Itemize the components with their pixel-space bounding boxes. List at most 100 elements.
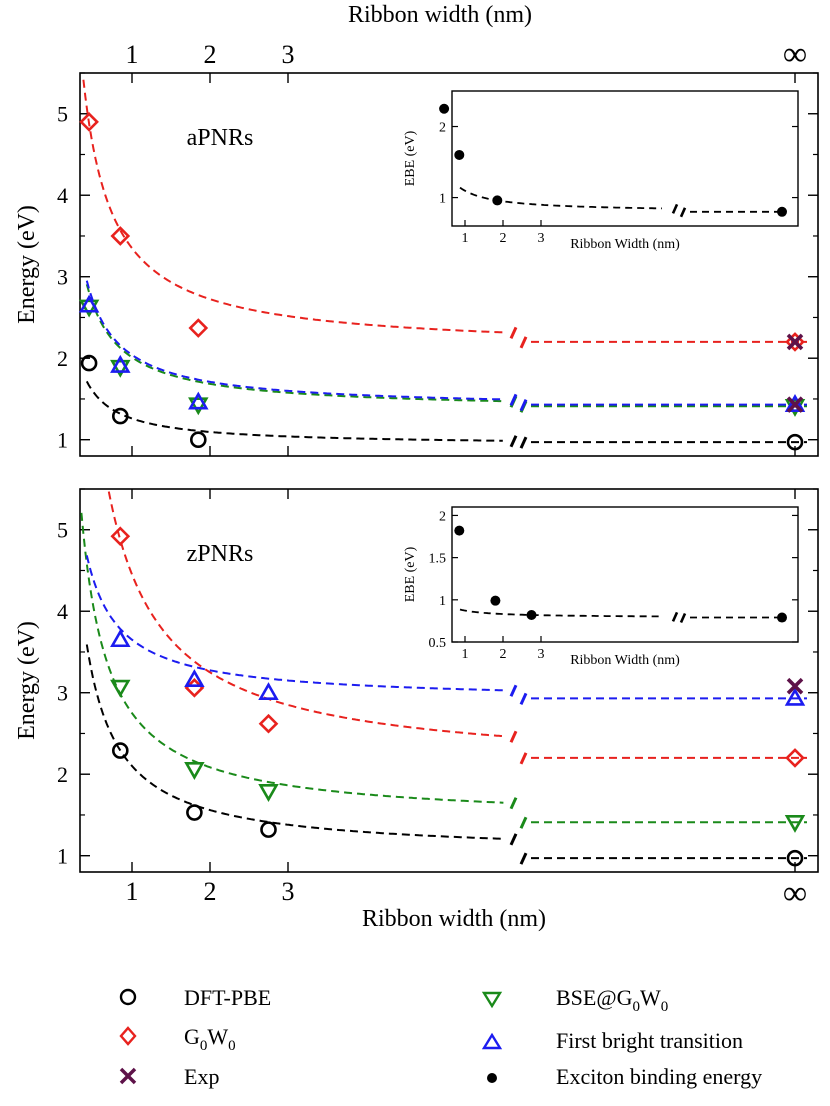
apnrs-point-inf-first-bright-transition bbox=[784, 394, 806, 412]
apnrs-point-bse-g0w0 bbox=[188, 397, 209, 416]
zpnrs-point-bse-g0w0 bbox=[110, 679, 131, 698]
apnrs-inset-xtick-label: 1 bbox=[462, 231, 469, 246]
apnrs-break-left-dft-pbe bbox=[509, 435, 518, 448]
apnrs-ylabel: Energy (eV) bbox=[14, 205, 40, 324]
zpnrs-break-right-g0w0 bbox=[519, 752, 528, 765]
bottom-xtick-label: 3 bbox=[282, 877, 295, 906]
legend-label-exp: Exp bbox=[184, 1064, 219, 1089]
apnrs-fit-first-bright-transition bbox=[85, 280, 503, 401]
apnrs-ytick-label: 1 bbox=[57, 428, 68, 453]
apnrs-inset-xtick-label: 3 bbox=[538, 231, 545, 246]
apnrs-point-bse-g0w0 bbox=[78, 299, 100, 318]
apnrs-inset-break bbox=[671, 203, 687, 218]
panel-zpnrs: 1 2 3 4 5 1 2 3 ∞ Energy (eV) zPNRs 0.5 1 1.5 2 1 2 3 EBE … bbox=[14, 488, 819, 912]
zpnrs-point-g0w0 bbox=[258, 713, 279, 734]
zpnrs-inset-xtick-label: 3 bbox=[538, 647, 545, 662]
apnrs-fit-dft-pbe bbox=[85, 380, 503, 442]
zpnrs-point-first-bright-transition bbox=[184, 669, 205, 687]
apnrs-ytick-label: 5 bbox=[57, 102, 68, 127]
zpnrs-point-first-bright-transition bbox=[258, 682, 279, 701]
zpnrs-point-inf-bse-g0w0 bbox=[784, 814, 806, 833]
zpnrs-break-right-dft-pbe bbox=[519, 852, 528, 865]
zpnrs-inset-ytick-label: 1 bbox=[439, 594, 446, 609]
zpnrs-inset-ytick-label: 0.5 bbox=[429, 636, 447, 651]
zpnrs-label: zPNRs bbox=[187, 541, 254, 567]
apnrs-ytick-label: 2 bbox=[57, 346, 68, 371]
zpnrs-point-dft-pbe bbox=[112, 742, 129, 759]
zpnrs-plot-frame bbox=[79, 488, 819, 873]
zpnrs-point-bse-g0w0 bbox=[184, 762, 205, 780]
top-xtick-label-infinity: ∞ bbox=[783, 36, 807, 73]
zpnrs-break-left-g0w0 bbox=[509, 730, 518, 743]
apnrs-point-bse-g0w0 bbox=[110, 359, 131, 378]
apnrs-break-right-dft-pbe bbox=[519, 436, 528, 449]
bottom-xtick-label: 2 bbox=[204, 877, 217, 906]
apnrs-break-right-g0w0 bbox=[519, 336, 528, 349]
apnrs-label: aPNRs bbox=[187, 125, 254, 151]
legend-marker-dft bbox=[119, 988, 137, 1006]
apnrs-point-dft-pbe bbox=[190, 431, 207, 449]
apnrs-inset-xtick-label: 2 bbox=[500, 231, 507, 246]
zpnrs-ytick-label: 5 bbox=[57, 518, 68, 543]
zpnrs-point-dft-pbe bbox=[260, 821, 277, 838]
apnrs-point-inf-exp bbox=[786, 396, 804, 413]
apnrs-ytick-label: 3 bbox=[57, 265, 68, 290]
legend-label-ebe: Exciton binding energy bbox=[556, 1064, 762, 1089]
apnrs-point-first-bright-transition bbox=[188, 391, 209, 410]
legend-marker-g0w0 bbox=[119, 1026, 137, 1046]
apnrs-point-dft-pbe bbox=[80, 354, 98, 372]
legend-marker-exp bbox=[119, 1067, 137, 1085]
panel-apnrs: 1 2 3 4 5 1 2 3 ∞ Energy (eV) aPNRs 1 2 1 2 3 EBE (eV) Ri… bbox=[14, 36, 819, 457]
zpnrs-inset-xtick-label: 1 bbox=[462, 647, 469, 662]
apnrs-point-g0w0 bbox=[79, 112, 99, 132]
bottom-xtick-label: 1 bbox=[126, 877, 139, 906]
zpnrs-fit-dft-pbe bbox=[85, 644, 503, 840]
zpnrs-inset-ylabel: EBE (eV) bbox=[403, 546, 418, 602]
zpnrs-inset-xlabel: Ribbon Width (nm) bbox=[570, 653, 680, 668]
top-xtick-label: 1 bbox=[126, 40, 139, 69]
top-xtick-label: 2 bbox=[204, 40, 217, 69]
apnrs-inset-point bbox=[492, 195, 503, 206]
apnrs-ytick-label: 4 bbox=[57, 183, 68, 208]
zpnrs-inset-point-inf bbox=[777, 612, 787, 623]
zpnrs-ytick-label: 3 bbox=[57, 681, 68, 706]
apnrs-break-left-first-bright-transition bbox=[509, 393, 518, 407]
zpnrs-fit-g0w0 bbox=[107, 491, 503, 738]
zpnrs-point-inf-exp bbox=[786, 677, 804, 695]
zpnrs-break-left-first-bright-transition bbox=[509, 684, 518, 697]
apnrs-inset-ytick-label: 2 bbox=[439, 121, 446, 136]
legend-label-bright: First bright transition bbox=[556, 1028, 743, 1053]
zpnrs-ytick-label: 2 bbox=[57, 762, 68, 787]
zpnrs-point-first-bright-transition bbox=[110, 629, 131, 648]
zpnrs-inset-ytick-label: 2 bbox=[439, 509, 446, 524]
zpnrs-break-right-bse-g0w0 bbox=[519, 816, 528, 829]
legend-label-dft: DFT-PBE bbox=[184, 985, 271, 1010]
legend-label-bse: BSE@G0W0 bbox=[556, 985, 668, 1015]
zpnrs-ylabel: Energy (eV) bbox=[14, 621, 40, 740]
legend: DFT-PBE G0W0 Exp BSE@G0W0 First bright t… bbox=[119, 985, 762, 1089]
zpnrs-inset-point bbox=[454, 525, 465, 536]
apnrs-break-right-first-bright-transition bbox=[519, 399, 528, 412]
zpnrs-inset-point bbox=[490, 595, 501, 606]
top-xtick-label: 3 bbox=[282, 40, 295, 69]
legend-label-g0w0: G0W0 bbox=[184, 1024, 236, 1054]
apnrs-inset-point-inf bbox=[777, 206, 787, 217]
zpnrs-inset-xtick-label: 2 bbox=[500, 647, 507, 662]
bottom-axis-title: Ribbon width (nm) bbox=[362, 906, 546, 932]
apnrs-plot-frame bbox=[79, 72, 819, 457]
legend-marker-bse bbox=[481, 991, 503, 1009]
zpnrs-point-inf-first-bright-transition bbox=[784, 687, 806, 706]
apnrs-inset-ylabel: EBE (eV) bbox=[403, 130, 418, 186]
apnrs-inset-ytick-label: 1 bbox=[439, 192, 446, 207]
apnrs-fit-g0w0 bbox=[82, 79, 504, 334]
zpnrs-break-left-bse-g0w0 bbox=[509, 797, 518, 810]
zpnrs-fit-first-bright-transition bbox=[85, 555, 503, 692]
zpnrs-ytick-label: 4 bbox=[57, 599, 68, 624]
zpnrs-inset-point bbox=[526, 610, 537, 620]
zpnrs-inset-fit bbox=[459, 608, 662, 618]
apnrs-fit-bse-g0w0 bbox=[85, 284, 503, 403]
apnrs-point-first-bright-transition bbox=[78, 294, 100, 313]
apnrs-point-inf-g0w0 bbox=[785, 332, 805, 352]
zpnrs-point-dft-pbe bbox=[186, 804, 203, 821]
